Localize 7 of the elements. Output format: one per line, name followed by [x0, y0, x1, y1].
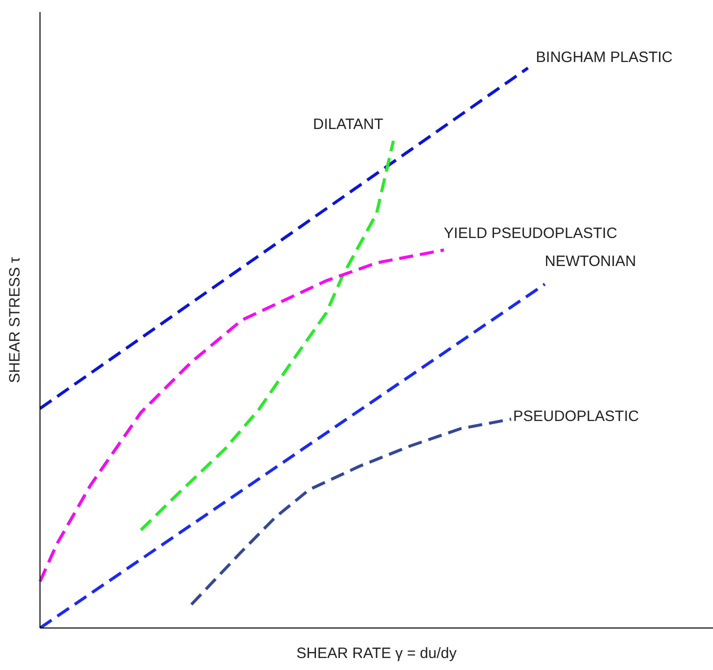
- x-axis-title: SHEAR RATE γ = du/dy: [296, 645, 458, 662]
- series-label: PSEUDOPLASTIC: [513, 408, 640, 426]
- y-axis-title: SHEAR STRESS τ: [6, 256, 24, 383]
- series-label: YIELD PSEUDOPLASTIC: [444, 225, 618, 242]
- series-label: DILATANT: [313, 116, 384, 133]
- series-label: NEWTONIAN: [544, 253, 636, 270]
- series-label: BINGHAM PLASTIC: [536, 49, 673, 66]
